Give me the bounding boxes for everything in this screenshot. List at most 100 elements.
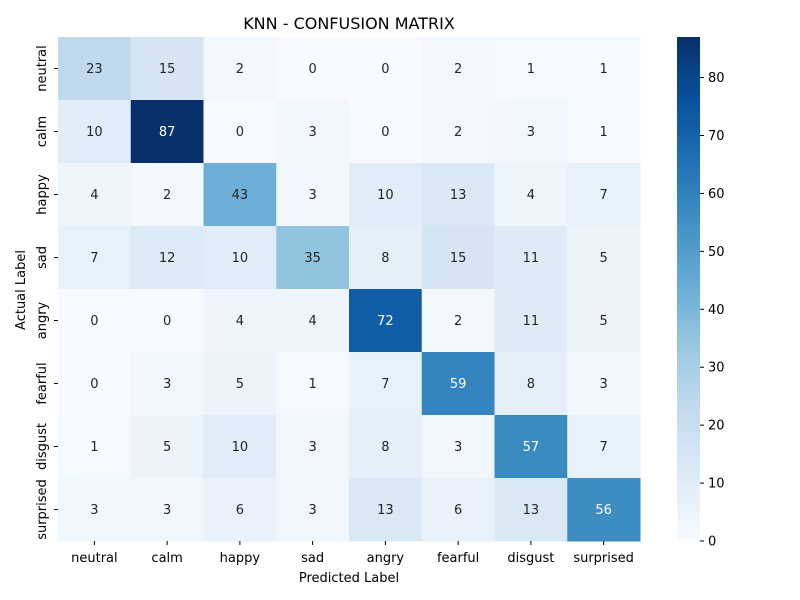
heatmap-cell: [349, 289, 423, 353]
cell-value-label: 7: [90, 251, 98, 266]
heatmap-cell: [130, 37, 204, 101]
heatmap-cell: [421, 415, 495, 479]
heatmap-cell: [567, 478, 641, 542]
cell-value-label: 10: [377, 188, 394, 203]
heatmap-cell: [203, 352, 277, 416]
heatmap-cell: [276, 163, 350, 227]
heatmap-cell: [58, 100, 132, 164]
y-axis-label: Actual Label: [14, 250, 29, 330]
heatmap-cell: [58, 226, 132, 290]
cell-value-label: 11: [523, 314, 540, 329]
heatmap-cell: [276, 37, 350, 101]
cell-value-label: 4: [236, 314, 244, 329]
heatmap-cell: [276, 289, 350, 353]
heatmap-cell: [567, 226, 641, 290]
cell-value-label: 0: [308, 62, 316, 77]
heatmap-cell: [276, 226, 350, 290]
heatmap-cell: [203, 100, 277, 164]
cell-value-label: 7: [599, 440, 607, 455]
heatmap-cell: [567, 289, 641, 353]
cell-value-label: 0: [90, 314, 98, 329]
cell-value-label: 4: [90, 188, 98, 203]
cell-value-label: 2: [454, 62, 462, 77]
cell-value-label: 6: [236, 503, 244, 518]
colorbar-tick-label: 80: [708, 71, 725, 86]
cell-value-label: 6: [454, 503, 462, 518]
heatmap-cell: [494, 37, 568, 101]
heatmap-cell: [130, 415, 204, 479]
heatmap-cell: [130, 226, 204, 290]
x-tick-label: sad: [301, 551, 324, 566]
y-tick-label: fearful: [35, 362, 50, 404]
cell-value-label: 8: [527, 377, 535, 392]
heatmap-cell: [203, 289, 277, 353]
heatmap-cell: [130, 289, 204, 353]
cell-value-label: 72: [377, 314, 394, 329]
colorbar-tick-label: 70: [708, 129, 725, 144]
heatmap-cell: [494, 352, 568, 416]
cell-value-label: 13: [523, 503, 540, 518]
cell-value-label: 5: [236, 377, 244, 392]
heatmap-cell: [349, 352, 423, 416]
x-tick-label: neutral: [71, 551, 118, 566]
colorbar-tick-label: 50: [708, 245, 725, 260]
colorbar-tick-label: 20: [708, 419, 725, 434]
colorbar-tick-label: 0: [708, 535, 716, 550]
cell-value-label: 35: [304, 251, 321, 266]
x-tick-label: surprised: [573, 551, 634, 566]
cell-value-label: 3: [163, 377, 171, 392]
cell-value-label: 3: [599, 377, 607, 392]
colorbar-tick-label: 60: [708, 187, 725, 202]
x-tick-label: fearful: [437, 551, 479, 566]
heatmap-cell: [58, 415, 132, 479]
heatmap-cell: [494, 163, 568, 227]
cell-value-label: 0: [236, 125, 244, 140]
heatmap-cell: [421, 289, 495, 353]
heatmap-cell: [276, 478, 350, 542]
cell-value-label: 10: [86, 125, 103, 140]
heatmap-cell: [494, 226, 568, 290]
heatmap-cell: [203, 226, 277, 290]
cell-value-label: 8: [381, 251, 389, 266]
heatmap-cell: [567, 37, 641, 101]
heatmap-cell: [421, 226, 495, 290]
cell-value-label: 3: [163, 503, 171, 518]
heatmap-cell: [494, 100, 568, 164]
heatmap-cell: [58, 289, 132, 353]
cell-value-label: 12: [159, 251, 176, 266]
heatmap-cell: [130, 352, 204, 416]
cell-value-label: 8: [381, 440, 389, 455]
heatmap-cell: [349, 37, 423, 101]
heatmap-cell: [494, 415, 568, 479]
x-tick-label: angry: [367, 551, 405, 566]
cell-value-label: 3: [308, 440, 316, 455]
cell-value-label: 3: [308, 125, 316, 140]
colorbar-tick-label: 40: [708, 303, 725, 318]
heatmap-cell: [203, 37, 277, 101]
heatmap-cell: [567, 100, 641, 164]
cell-value-label: 7: [599, 188, 607, 203]
cell-value-label: 3: [90, 503, 98, 518]
heatmap-cell: [130, 100, 204, 164]
cell-value-label: 57: [523, 440, 540, 455]
cell-value-label: 59: [450, 377, 467, 392]
cell-value-label: 56: [595, 503, 612, 518]
y-tick-label: sad: [35, 246, 50, 269]
y-tick-label: happy: [35, 174, 50, 215]
heatmap-cell: [421, 352, 495, 416]
cell-value-label: 0: [90, 377, 98, 392]
heatmap-cell: [276, 100, 350, 164]
y-tick-label: surprised: [35, 479, 50, 540]
y-axis-ticks: neutral calm happy sad angry fearful disgust su…: [35, 45, 58, 540]
cell-value-label: 2: [163, 188, 171, 203]
cell-value-label: 1: [308, 377, 316, 392]
cell-value-label: 5: [599, 314, 607, 329]
heatmap-cell: [203, 415, 277, 479]
heatmap-cell: [567, 352, 641, 416]
heatmap-cell: [349, 478, 423, 542]
colorbar-tick-label: 10: [708, 477, 725, 492]
x-axis-ticks: neutral calm happy sad angry fearful disgust su…: [71, 541, 634, 566]
heatmap-cell: [567, 415, 641, 479]
heatmap-cell: [421, 163, 495, 227]
